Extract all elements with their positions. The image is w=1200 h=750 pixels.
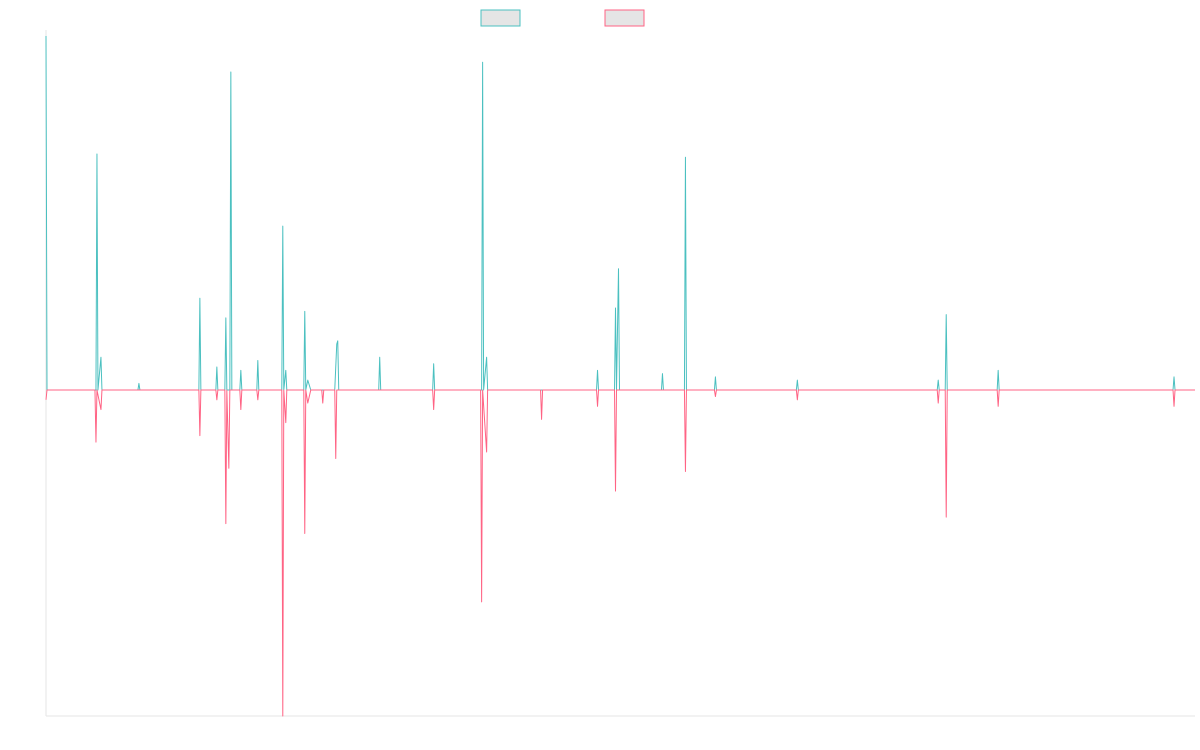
legend-swatch-1[interactable] bbox=[480, 9, 521, 27]
series-line-1 bbox=[45, 35, 1195, 391]
legend[interactable] bbox=[480, 9, 645, 27]
legend-swatch-2[interactable] bbox=[604, 9, 645, 27]
series-line-2 bbox=[45, 389, 1195, 717]
series-layer bbox=[45, 35, 1195, 717]
